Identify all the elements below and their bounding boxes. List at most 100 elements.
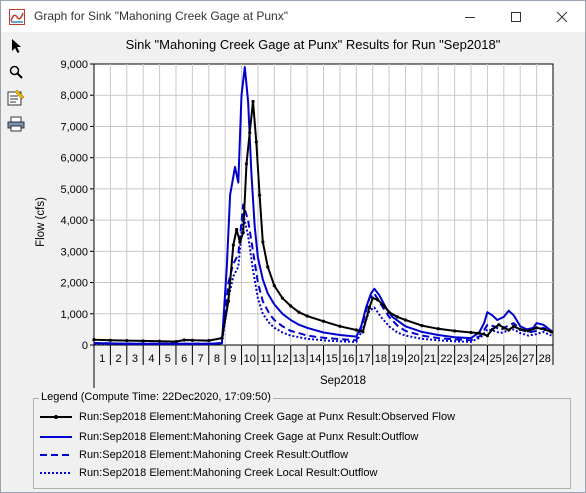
properties-icon xyxy=(7,89,25,106)
observed-point xyxy=(382,304,386,308)
observed-point xyxy=(502,326,506,330)
chart-title: Sink "Mahoning Creek Gage at Punx" Resul… xyxy=(126,37,501,52)
legend-item-observed[interactable]: Run:Sep2018 Element:Mahoning Creek Gage … xyxy=(39,408,559,426)
x-tick-label: 23 xyxy=(457,353,469,365)
series-line-dotted xyxy=(93,212,552,346)
observed-point xyxy=(108,338,112,342)
observed-point xyxy=(231,243,235,247)
close-icon xyxy=(556,11,568,22)
observed-point xyxy=(266,265,270,269)
pointer-tool-button[interactable] xyxy=(5,35,27,57)
observed-point xyxy=(182,338,186,342)
maximize-icon xyxy=(511,11,521,22)
observed-point xyxy=(453,329,457,333)
observed-point xyxy=(436,327,440,331)
legend-swatch-creek-outflow xyxy=(40,454,72,456)
observed-point xyxy=(261,240,265,244)
observed-point xyxy=(387,310,391,314)
legend-swatch-observed xyxy=(40,415,72,419)
y-tick-label: 3,000 xyxy=(60,246,88,258)
x-tick-label: 5 xyxy=(165,353,171,365)
x-tick-label: 15 xyxy=(326,353,338,365)
x-axis-label: Sep2018 xyxy=(320,375,366,387)
print-icon xyxy=(7,116,25,132)
legend-label-creek-outflow: Run:Sep2018 Element:Mahoning Creek Resul… xyxy=(79,449,349,461)
x-tick-label: 27 xyxy=(522,353,534,365)
observed-point xyxy=(251,99,255,104)
pointer-icon xyxy=(12,39,21,53)
x-tick-label: 1 xyxy=(99,353,105,365)
observed-point xyxy=(289,304,293,308)
x-tick-label: 10 xyxy=(244,353,256,365)
x-tick-label: 25 xyxy=(490,353,502,365)
observed-point xyxy=(174,339,178,344)
plot-area[interactable]: Sink "Mahoning Creek Gage at Punx" Resul… xyxy=(31,32,585,395)
observed-point xyxy=(272,284,276,288)
x-tick-label: 24 xyxy=(473,353,485,365)
observed-point xyxy=(485,334,490,338)
observed-point xyxy=(321,319,326,323)
observed-point xyxy=(490,327,494,331)
flow-chart[interactable]: Sink "Mahoning Creek Gage at Punx" Resul… xyxy=(31,32,585,395)
observed-point xyxy=(254,140,258,144)
series-lines xyxy=(92,66,553,346)
legend-swatch-gage-outflow xyxy=(40,436,72,438)
observed-point xyxy=(420,324,424,328)
y-tick-label: 4,000 xyxy=(60,215,88,227)
x-tick-label: 16 xyxy=(342,353,354,365)
observed-point xyxy=(297,310,301,314)
observed-point xyxy=(477,331,481,335)
grid-lines xyxy=(93,63,554,346)
x-tick-label: 7 xyxy=(197,353,203,365)
legend-box xyxy=(33,398,571,489)
title-bar[interactable]: Graph for Sink "Mahoning Creek Gage at P… xyxy=(1,1,585,32)
zoom-tool-button[interactable] xyxy=(5,61,27,83)
legend-item-local-outflow[interactable]: Run:Sep2018 Element:Mahoning Creek Local… xyxy=(39,464,559,482)
properties-tool-button[interactable] xyxy=(5,87,27,109)
observed-point xyxy=(371,296,375,300)
observed-point xyxy=(549,330,553,334)
minimize-button[interactable] xyxy=(447,1,493,32)
observed-point xyxy=(497,323,501,327)
observed-point xyxy=(469,330,473,335)
observed-point xyxy=(238,240,242,244)
x-tick-label: 22 xyxy=(440,353,452,365)
hec-app-icon xyxy=(9,9,25,25)
y-tick-label: 9,000 xyxy=(60,59,88,71)
legend-item-creek-outflow[interactable]: Run:Sep2018 Element:Mahoning Creek Resul… xyxy=(39,446,559,464)
observed-point xyxy=(518,327,522,331)
x-tick-label: 12 xyxy=(276,353,288,365)
x-tick-label: 9 xyxy=(230,353,236,365)
legend-label-local-outflow: Run:Sep2018 Element:Mahoning Creek Local… xyxy=(79,467,378,479)
maximize-button[interactable] xyxy=(493,1,539,32)
x-tick-label: 6 xyxy=(181,353,187,365)
x-tick-label: 4 xyxy=(148,353,154,365)
y-tick-label: 1,000 xyxy=(60,309,88,321)
observed-point xyxy=(280,296,285,300)
y-tick-label: 5,000 xyxy=(60,184,88,196)
close-button[interactable] xyxy=(539,1,585,32)
x-tick-label: 18 xyxy=(375,353,387,365)
print-tool-button[interactable] xyxy=(5,113,27,135)
observed-point xyxy=(257,193,262,197)
legend-item-gage-outflow[interactable]: Run:Sep2018 Element:Mahoning Creek Gage … xyxy=(39,428,559,446)
window-title: Graph for Sink "Mahoning Creek Gage at P… xyxy=(34,9,288,23)
y-axis-label: Flow (cfs) xyxy=(35,197,47,247)
legend-label-observed: Run:Sep2018 Element:Mahoning Creek Gage … xyxy=(79,411,456,423)
observed-point xyxy=(526,329,531,333)
x-tick-label: 28 xyxy=(539,353,551,365)
observed-point xyxy=(361,330,365,334)
x-tick-label: 14 xyxy=(309,353,321,365)
observed-point xyxy=(305,314,309,318)
series-line-solid xyxy=(93,66,553,345)
observed-point xyxy=(248,131,252,135)
x-tick-label: 17 xyxy=(358,353,370,365)
x-tick-label: 20 xyxy=(408,353,420,365)
observed-point xyxy=(535,326,539,330)
observed-point xyxy=(543,327,547,331)
minimize-icon xyxy=(465,16,475,18)
observed-point xyxy=(354,328,358,332)
observed-point xyxy=(244,162,249,166)
y-tick-label: 7,000 xyxy=(60,121,88,133)
